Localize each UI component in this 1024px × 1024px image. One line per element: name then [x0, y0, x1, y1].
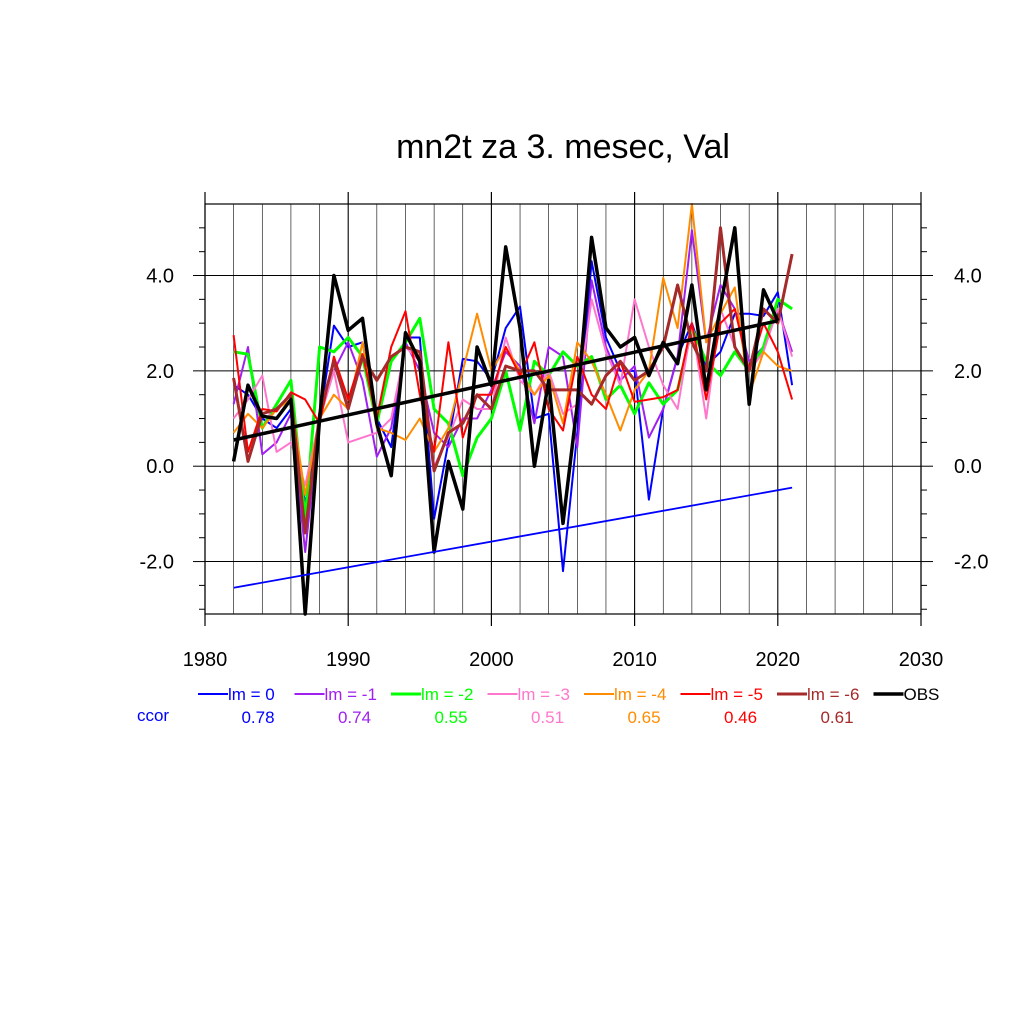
ccor-value: 0.74 [338, 708, 371, 727]
legend-label: lm = -3 [518, 685, 570, 704]
legend-label: lm = -6 [807, 685, 859, 704]
x-tick-label: 2030 [899, 649, 944, 671]
legend-label: lm = -4 [614, 685, 666, 704]
ccor-value: 0.55 [434, 708, 467, 727]
legend-label: lm = -1 [325, 685, 377, 704]
y-tick-label: 2.0 [146, 361, 174, 383]
y-tick-label: 4.0 [146, 266, 174, 288]
axes: 1980 1990 2000 2010 2020 2030 -2.0 -2.0 0.0 0.0 2.… [140, 192, 988, 671]
legend-item: lm = -1 0.74 [294, 685, 377, 727]
series-line-obs [231, 226, 780, 616]
x-tick-label: 1980 [183, 649, 228, 671]
series-lines [231, 203, 794, 616]
chart-title: mn2t za 3. mesec, Val [396, 128, 730, 166]
y-tick-label-right: 2.0 [954, 361, 982, 383]
legend-item: lm = -6 0.61 [777, 685, 859, 727]
trend-line [233, 486, 793, 589]
ccor-label: ccor [137, 706, 169, 725]
ccor-value: 0.65 [627, 708, 660, 727]
series-line-lm-4 [232, 203, 793, 496]
legend-item: lm = -5 0.46 [680, 685, 763, 727]
x-tick-label: 2020 [756, 649, 801, 671]
legend: lm = 0 0.78 lm = -1 0.74 lm = -2 0.55 lm = -3 0… [198, 685, 939, 727]
legend-label: OBS [904, 685, 940, 704]
ccor-value: 0.61 [820, 708, 853, 727]
ccor-value: 0.46 [724, 708, 757, 727]
legend-item: OBS [873, 685, 940, 704]
legend-item: lm = -4 0.65 [584, 685, 666, 727]
legend-item: lm = -2 0.55 [391, 685, 473, 727]
series-line-lm-6 [232, 226, 794, 535]
y-tick-label-right: 0.0 [954, 456, 982, 478]
legend-item: lm = -3 0.51 [487, 685, 570, 727]
series-line-lm-0 [233, 260, 794, 573]
legend-item: lm = 0 0.78 [198, 685, 275, 727]
x-tick-label: 1990 [326, 649, 371, 671]
ccor-value: 0.51 [531, 708, 564, 727]
y-tick-label: -2.0 [140, 552, 174, 574]
x-tick-label: 2000 [469, 649, 514, 671]
y-tick-label-right: 4.0 [954, 266, 982, 288]
ccor-value: 0.78 [241, 708, 274, 727]
y-tick-label-right: -2.0 [954, 552, 988, 574]
legend-label: lm = 0 [228, 685, 275, 704]
plot-frame [204, 203, 922, 615]
legend-label: lm = -2 [421, 685, 473, 704]
legend-label: lm = -5 [711, 685, 763, 704]
grid [204, 204, 922, 614]
trend-line [233, 319, 779, 442]
x-tick-label: 2010 [612, 649, 657, 671]
y-tick-label: 0.0 [146, 456, 174, 478]
